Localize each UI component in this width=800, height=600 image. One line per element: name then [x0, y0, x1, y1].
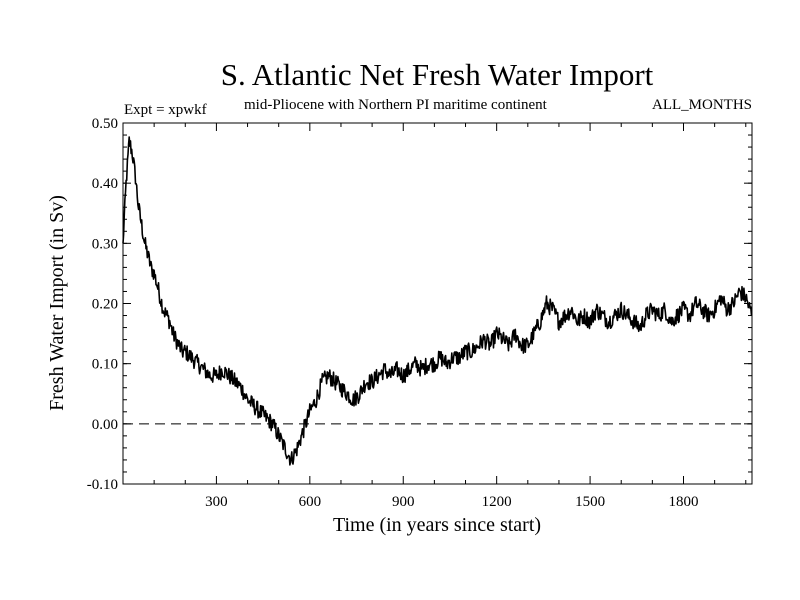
x-tick-label: 900: [392, 494, 415, 510]
y-tick-label: 0.30: [92, 236, 118, 252]
y-tick-label: 0.20: [92, 297, 118, 313]
x-tick-label: 1800: [668, 494, 698, 510]
months-label: ALL_MONTHS: [652, 97, 752, 113]
y-tick-label: -0.10: [87, 477, 118, 493]
plot-area: -0.10 0.00 0.10 0.20 0.30 0.40 0.50 300 600 900 1…: [87, 116, 753, 510]
y-axis-ticks: -0.10 0.00 0.10 0.20 0.30 0.40 0.50: [87, 116, 752, 493]
x-axis-label: Time (in years since start): [333, 514, 541, 536]
x-tick-label: 1500: [575, 494, 605, 510]
experiment-description: mid-Pliocene with Northern PI maritime c…: [244, 97, 548, 113]
y-tick-label: 0.10: [92, 357, 118, 373]
chart-title: S. Atlantic Net Fresh Water Import: [221, 57, 654, 92]
y-axis-label: Fresh Water Import (in Sv): [46, 195, 68, 411]
x-axis-ticks: 300 600 900 1200 1500 1800: [153, 123, 747, 510]
series-line-net-fresh-water-import: [122, 136, 753, 466]
y-tick-label: 0.40: [92, 176, 118, 192]
y-tick-label: 0.50: [92, 116, 118, 132]
y-tick-label: 0.00: [92, 417, 118, 433]
plot-frame: [122, 122, 753, 485]
x-tick-label: 300: [205, 494, 228, 510]
x-tick-label: 600: [299, 494, 322, 510]
expt-label: Expt = xpwkf: [124, 102, 207, 118]
x-tick-label: 1200: [482, 494, 512, 510]
